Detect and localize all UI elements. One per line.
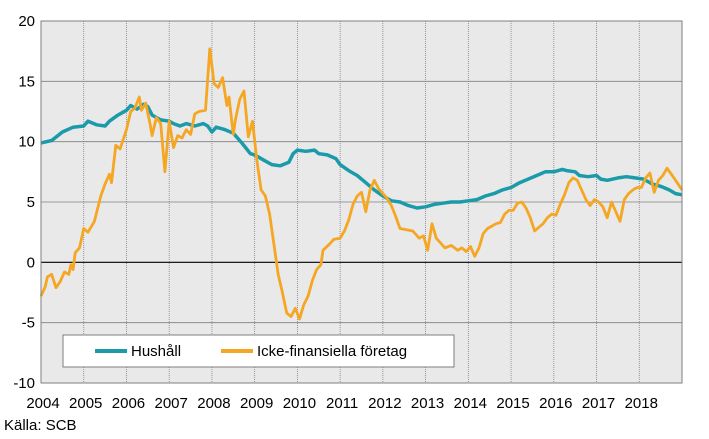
y-tick-label: -5 xyxy=(22,315,35,332)
source-label: Källa: SCB xyxy=(4,417,77,434)
x-tick-label: 2009 xyxy=(240,395,273,412)
series-line-icke xyxy=(39,47,684,321)
x-tick-label: 2006 xyxy=(112,395,145,412)
x-tick-label: 2017 xyxy=(582,395,615,412)
x-tick-label: 2016 xyxy=(539,395,572,412)
x-tick-label: 2014 xyxy=(454,395,487,412)
grid-lines xyxy=(41,20,682,384)
legend: Hushåll Icke-finansiella företag xyxy=(62,334,455,368)
x-tick-label: 2015 xyxy=(496,395,529,412)
x-tick-label: 2011 xyxy=(326,395,358,412)
y-tick-label: 5 xyxy=(27,194,35,211)
legend-label-hushall: Hushåll xyxy=(131,343,181,360)
x-tick-label: 2018 xyxy=(625,395,658,412)
x-tick-label: 2005 xyxy=(69,395,102,412)
x-tick-label: 2007 xyxy=(155,395,188,412)
x-tick-label: 2013 xyxy=(411,395,444,412)
y-tick-label: 0 xyxy=(27,254,35,271)
axis-labels: -10 -5 0 5 10 15 20 2004 2005 2006 2007 2008 2009 201… xyxy=(13,13,658,412)
y-tick-label: 10 xyxy=(18,134,35,151)
legend-box xyxy=(62,334,455,368)
y-tick-label: 15 xyxy=(18,73,35,90)
y-tick-label: 20 xyxy=(18,13,35,30)
y-tick-label: -10 xyxy=(13,375,35,392)
x-tick-label: 2012 xyxy=(368,395,401,412)
x-tick-label: 2008 xyxy=(197,395,230,412)
x-tick-label: 2004 xyxy=(26,395,59,412)
plot-frame xyxy=(40,20,683,384)
x-tick-label: 2010 xyxy=(283,395,316,412)
series-lines xyxy=(39,47,684,321)
legend-label-icke: Icke-finansiella företag xyxy=(257,343,407,360)
